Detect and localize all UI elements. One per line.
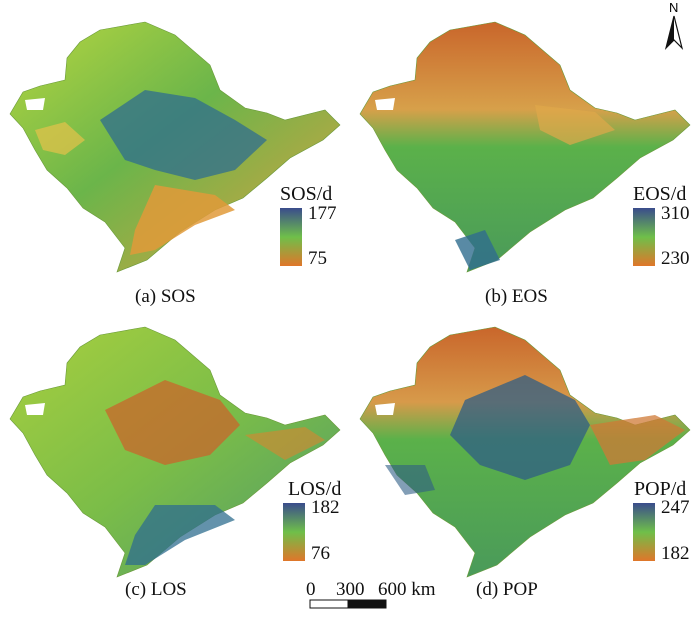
legend-title-sos: SOS/d: [280, 183, 333, 205]
legend-max-pop: 247: [661, 497, 690, 518]
map-sos-graphic: [9, 21, 341, 273]
map-panel-sos: [5, 10, 345, 275]
legend-max-sos: 177: [308, 203, 337, 224]
colorbar-eos: [633, 208, 655, 266]
legend-min-eos: 230: [661, 248, 690, 269]
colorbar-los: [283, 503, 305, 561]
legend-title-eos: EOS/d: [633, 183, 687, 205]
caption-sos: (a) SOS: [135, 286, 196, 307]
colorbar-pop: [633, 503, 655, 561]
scale-label-0: 0: [306, 579, 316, 600]
map-eos-graphic: [359, 21, 691, 273]
map-panel-los: [5, 315, 345, 580]
legend-title-pop: POP/d: [634, 478, 687, 500]
caption-los: (c) LOS: [125, 579, 187, 600]
colorbar-sos: [280, 208, 302, 266]
scale-label-300: 300: [336, 579, 365, 600]
legend-min-sos: 75: [308, 248, 327, 269]
legend-min-pop: 182: [661, 543, 690, 564]
caption-eos: (b) EOS: [485, 286, 548, 307]
map-panel-pop: [355, 315, 695, 580]
legend-max-eos: 310: [661, 203, 690, 224]
map-los-graphic: [9, 326, 341, 578]
north-arrow-icon: [664, 15, 684, 50]
north-label: N: [669, 0, 679, 15]
scale-bar-icon: [309, 599, 387, 609]
legend-title-los: LOS/d: [288, 478, 342, 500]
legend-min-los: 76: [311, 543, 330, 564]
legend-max-los: 182: [311, 497, 340, 518]
caption-pop: (d) POP: [476, 579, 538, 600]
map-panel-eos: [355, 10, 695, 275]
map-pop-graphic: [359, 326, 691, 578]
scale-label-600: 600 km: [378, 579, 436, 600]
